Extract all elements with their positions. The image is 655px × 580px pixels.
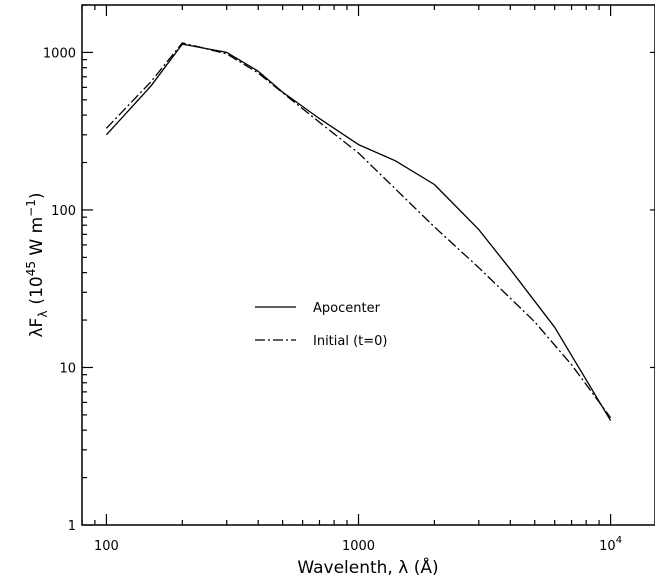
y-axis-title-units2: W m (27, 217, 47, 261)
legend: Apocenter Initial (t=0) (255, 301, 388, 349)
series-layer (105, 42, 612, 421)
legend-label-initial: Initial (t=0) (313, 334, 388, 349)
y-axis-title-sub: λ (36, 311, 50, 318)
y-axis-title-close: ) (27, 192, 47, 199)
y-tick-label: 100 (51, 204, 76, 219)
x-tick-label: 100 (94, 539, 119, 554)
y-axis-title-exp: 45 (24, 261, 38, 276)
series-line-initial (105, 42, 612, 419)
x-axis-title: Wavelenth, λ (Å) (297, 556, 438, 578)
y-axis-title: λFλ (1045 W m−1) (24, 192, 50, 337)
x-tick-label: 1000 (342, 539, 375, 554)
tick-labels: 100 1000 104 1 10 100 1000 (43, 46, 622, 554)
y-tick-label: 1 (68, 519, 76, 534)
y-tick-label: 1000 (43, 46, 76, 61)
axis-ticks (81, 4, 655, 526)
y-tick-label: 10 (59, 361, 76, 376)
legend-label-apocenter: Apocenter (313, 301, 381, 316)
series-line-apocenter (105, 43, 612, 421)
y-axis-title-main: λF (27, 318, 47, 338)
y-axis-title-group: λFλ (1045 W m−1) (24, 192, 50, 337)
x-tick-label: 104 (599, 535, 622, 554)
y-axis-title-units: (10 (27, 276, 47, 304)
y-axis-title-exp2: −1 (24, 199, 38, 217)
plot-frame (81, 4, 655, 526)
